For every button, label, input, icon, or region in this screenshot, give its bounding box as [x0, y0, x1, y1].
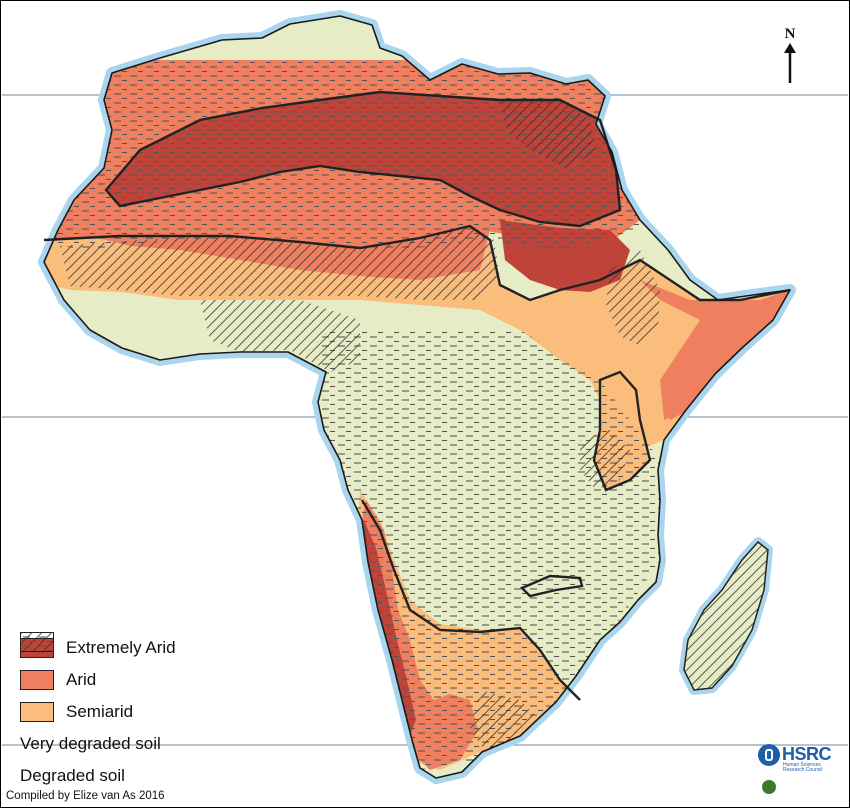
boundary-sahel — [43, 224, 791, 302]
legend-item-very-degraded: Very degraded soil — [20, 632, 176, 760]
degraded-soil-dash-overlay-south — [316, 330, 660, 770]
boundary-kalahari-lake — [519, 574, 584, 598]
legend-swatch-degraded — [20, 632, 54, 652]
very-degraded-hatch-sahel — [60, 226, 500, 300]
hsrc-logo: HSRC Human Sciences Research Council — [758, 744, 842, 804]
partner-logo-icon — [762, 780, 776, 794]
legend-item-arid: Arid — [20, 664, 176, 696]
legend-label: Arid — [66, 670, 97, 689]
legend-label: Extremely Arid — [66, 638, 176, 657]
legend-swatch-semiarid — [20, 702, 54, 722]
legend-item-semiarid: Semiarid — [20, 696, 176, 728]
boundary-sahara — [104, 90, 622, 228]
hsrc-logo-text: HSRC — [782, 744, 832, 764]
very-degraded-hatch-nile — [500, 100, 596, 170]
north-arrow-icon — [784, 43, 796, 83]
legend-label: Semiarid — [66, 702, 134, 721]
legend-label: Degraded soil — [20, 766, 125, 785]
legend-label: Very degraded soil — [20, 734, 161, 753]
boundary-southwest — [360, 499, 581, 701]
semiarid-zone-kenya — [664, 360, 720, 420]
madagascar-hatch — [684, 542, 768, 690]
north-label: N — [784, 26, 796, 42]
map-credit: Compiled by Elize van As 2016 — [6, 790, 165, 802]
legend: Extremely Arid Arid Semiarid Very degrad… — [20, 632, 176, 792]
legend-item-degraded: Degraded soil — [20, 632, 176, 792]
degraded-soil-dash-overlay — [44, 60, 640, 250]
hsrc-logo-subtitle: Human Sciences Research Council — [783, 762, 823, 773]
very-degraded-hatch-east — [580, 430, 630, 490]
legend-swatch-arid — [20, 670, 54, 690]
very-degraded-hatch-ethiopia — [606, 250, 660, 346]
hsrc-logo-icon — [758, 744, 780, 766]
very-degraded-hatch-west — [200, 300, 360, 372]
boundary-east — [592, 370, 652, 492]
north-arrow: N — [780, 26, 800, 88]
